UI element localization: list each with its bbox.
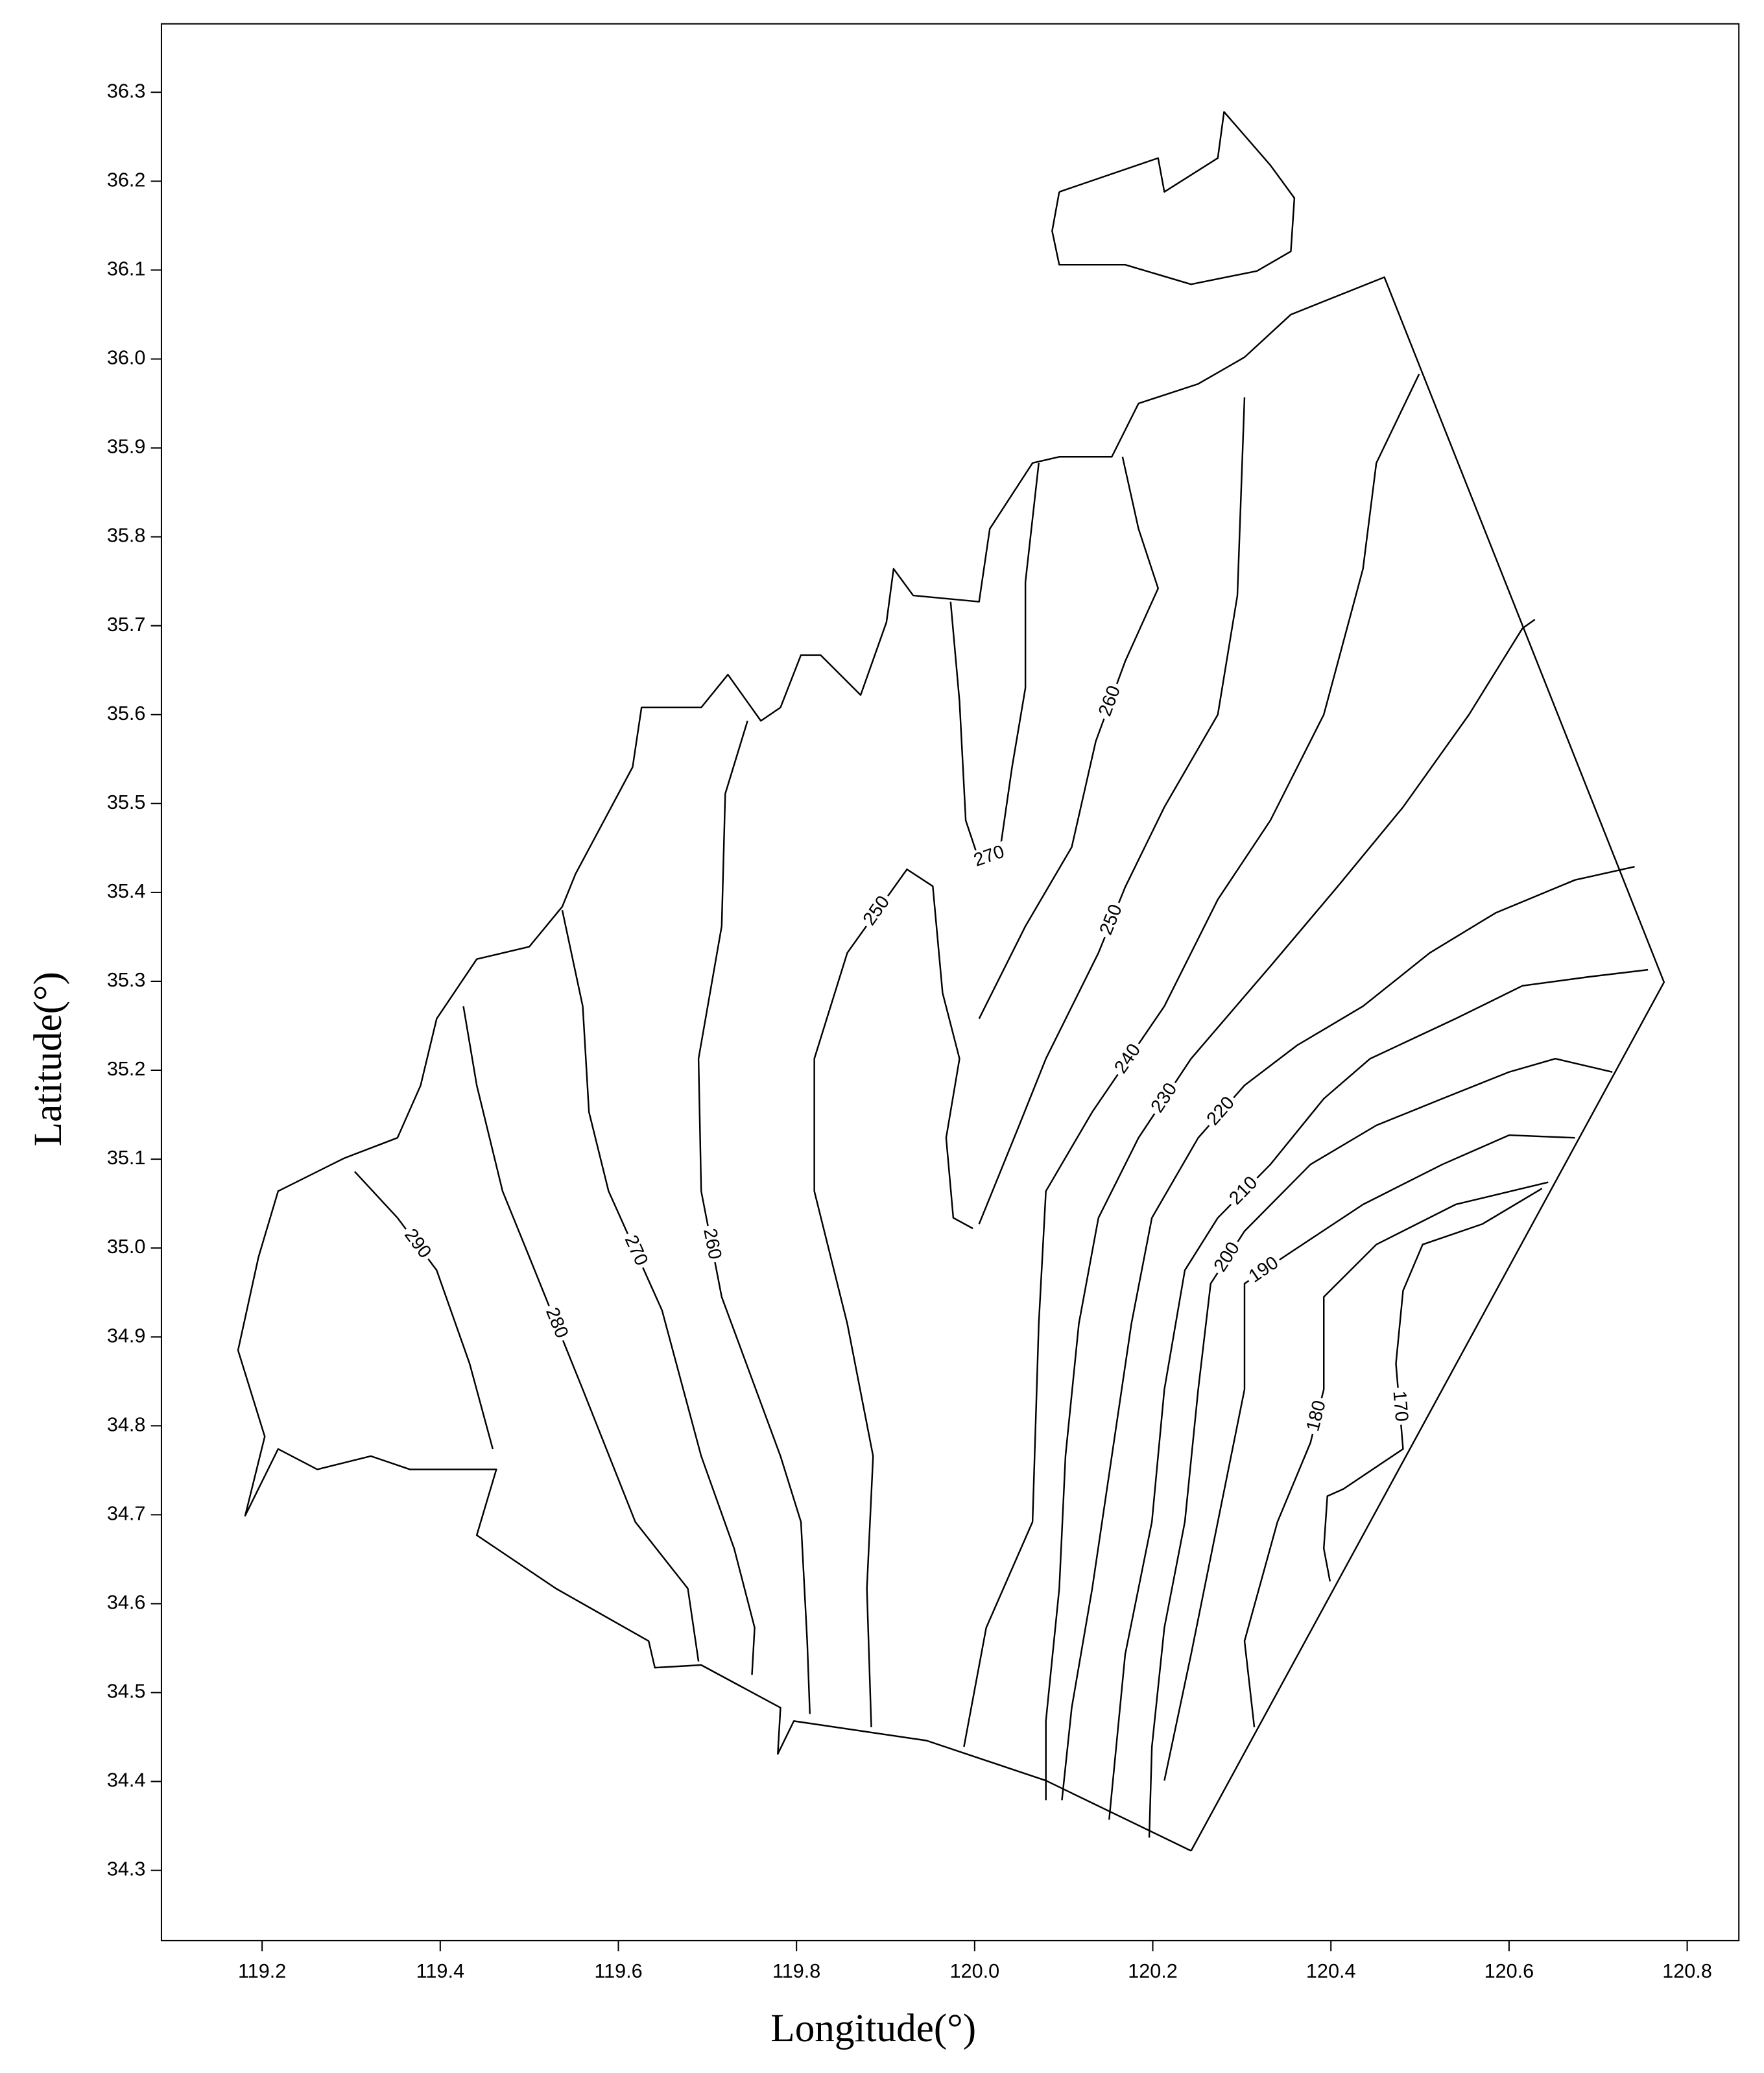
x-tick-label: 119.6	[594, 1960, 642, 1982]
y-tick-label: 34.8	[107, 1413, 146, 1435]
x-tick-label: 120.8	[1662, 1960, 1712, 1982]
contour-label-bg	[1302, 1395, 1332, 1437]
y-tick-label: 35.8	[107, 525, 146, 547]
contour-line	[963, 374, 1420, 1747]
y-tick-label: 34.4	[107, 1769, 146, 1791]
contour-label-bg	[1145, 1077, 1184, 1120]
contour-line	[354, 1171, 494, 1450]
contour-label-bg	[1094, 680, 1127, 723]
y-tick-label: 34.7	[107, 1502, 146, 1524]
y-tick-label: 34.9	[107, 1324, 146, 1347]
y-tick-label: 36.1	[107, 258, 146, 280]
coastline	[1051, 111, 1296, 285]
y-tick-label: 35.7	[107, 614, 146, 636]
y-tick-label: 36.0	[107, 347, 146, 369]
y-tick-label: 34.3	[107, 1858, 146, 1880]
contour-label-bg	[697, 1223, 726, 1265]
contour-label-bg	[968, 841, 1010, 873]
x-tick-label: 120.2	[1128, 1960, 1178, 1982]
contour-label-bg	[618, 1229, 653, 1273]
y-tick-label: 35.4	[107, 880, 146, 902]
contour-label-bg	[1243, 1251, 1286, 1289]
x-tick-label: 119.2	[238, 1960, 286, 1982]
contour-label-bg	[1387, 1387, 1412, 1426]
contour-label-bg	[1208, 1236, 1247, 1279]
x-tick-label: 119.8	[772, 1960, 820, 1982]
x-tick-label: 120.6	[1484, 1960, 1534, 1982]
x-tick-label: 120.4	[1306, 1960, 1356, 1982]
y-tick-label: 35.9	[107, 436, 146, 458]
y-tick-label: 35.6	[107, 702, 146, 725]
contour-label-bg	[1201, 1090, 1242, 1132]
y-tick-label: 35.0	[107, 1236, 146, 1258]
contour-label-bg	[1109, 1038, 1148, 1081]
contour-line	[1148, 1057, 1613, 1838]
x-axis-title: Longitude(°)	[770, 2006, 976, 2050]
contour-label-bg	[1223, 1170, 1265, 1212]
y-tick-label: 34.5	[107, 1681, 146, 1703]
contour-line	[1108, 968, 1649, 1820]
plot-frame	[160, 23, 1740, 1941]
y-tick-label: 36.2	[107, 169, 146, 191]
contour-label: 170	[1389, 1390, 1412, 1422]
y-tick-label: 34.6	[107, 1592, 146, 1614]
y-axis-title: Latitude(°)	[26, 972, 70, 1146]
y-tick-label: 35.1	[107, 1147, 146, 1169]
y-tick-label: 35.5	[107, 791, 146, 813]
contour-label-bg	[397, 1223, 437, 1265]
contour-label-bg	[857, 889, 897, 933]
x-tick-label: 119.4	[416, 1960, 464, 1982]
y-tick-label: 36.3	[107, 80, 146, 102]
contour-line	[1243, 1181, 1549, 1728]
contour-line	[561, 910, 756, 1675]
coastline	[237, 276, 1665, 1852]
contour-label-bg	[539, 1302, 573, 1345]
y-tick-label: 35.3	[107, 969, 146, 991]
contour-label-bg	[1095, 898, 1129, 941]
y-tick-label: 35.2	[107, 1058, 146, 1080]
contour-line	[978, 397, 1246, 1225]
x-tick-label: 120.0	[950, 1960, 1000, 1982]
